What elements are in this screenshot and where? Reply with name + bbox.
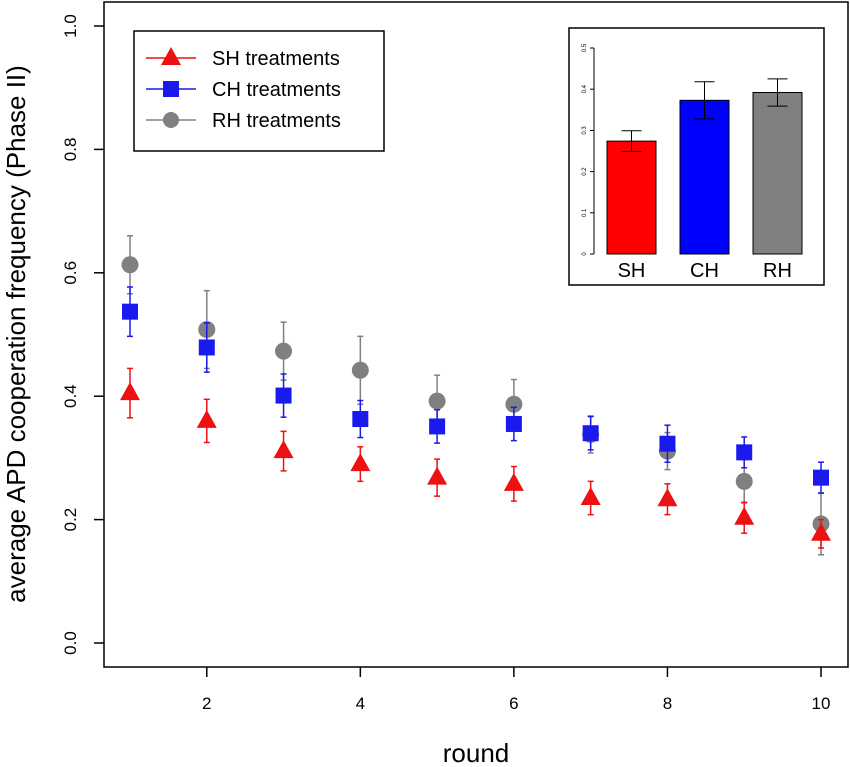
- legend-marker-rh: [163, 112, 179, 128]
- data-point: [736, 444, 753, 461]
- inset-y-tick-label: 0.3: [582, 126, 588, 135]
- data-point: [198, 339, 215, 356]
- legend-marker-ch: [163, 81, 179, 97]
- plot-frame: [103, 1, 849, 668]
- y-tick-label: 0.2: [61, 508, 80, 532]
- legend-label-rh: RH treatments: [212, 110, 341, 132]
- data-point: [428, 392, 446, 410]
- data-point: [121, 256, 139, 274]
- data-point: [659, 435, 676, 452]
- inset-bar: [679, 99, 730, 255]
- data-point: [275, 342, 293, 360]
- inset-category-label: CH: [690, 260, 719, 282]
- y-tick-label: 1.0: [61, 14, 80, 38]
- inset-y-tick-label: 0.4: [582, 84, 588, 93]
- data-point: [657, 488, 678, 507]
- inset-category-label: SH: [618, 260, 646, 282]
- x-tick-label: 2: [202, 694, 211, 713]
- y-axis-title: average APD cooperation frequency (Phase…: [1, 65, 31, 603]
- x-tick-label: 6: [509, 694, 518, 713]
- inset-bars: 0 0.1 0.2 0.3 0.4 0.5 SH CH RH: [582, 43, 803, 282]
- legend: SH treatments CH treatments RH treatment…: [133, 30, 385, 152]
- inset-y-tick-label: 0: [582, 252, 588, 256]
- inset-chart: 0 0.1 0.2 0.3 0.4 0.5 SH CH RH: [568, 27, 825, 286]
- data-point: [813, 469, 829, 486]
- data-point: [273, 440, 294, 459]
- data-point: [503, 472, 524, 491]
- data-point: [122, 303, 138, 320]
- inset-bar: [606, 140, 657, 255]
- data-point: [582, 425, 599, 442]
- y-tick-label: 0.0: [61, 631, 80, 655]
- legend-marker-sh: [161, 47, 181, 65]
- legend-label-sh: SH treatments: [212, 48, 340, 70]
- inset-category-label: RH: [763, 260, 792, 282]
- x-axis-title: round: [443, 738, 510, 767]
- series-layer: [120, 235, 831, 556]
- y-tick-label: 0.8: [61, 138, 80, 162]
- y-tick-label: 0.4: [61, 384, 80, 408]
- data-point: [352, 411, 369, 428]
- inset-y-tick-label: 0.5: [582, 43, 588, 52]
- x-tick-label: 8: [663, 694, 672, 713]
- x-tick-label: 10: [812, 694, 831, 713]
- data-point: [734, 506, 755, 525]
- data-point: [196, 409, 217, 428]
- data-point: [735, 472, 753, 490]
- data-point: [351, 361, 369, 379]
- inset-y-tick-label: 0.1: [582, 208, 588, 217]
- data-point: [429, 418, 446, 435]
- y-tick-label: 0.6: [61, 261, 80, 285]
- data-point: [427, 466, 448, 485]
- data-point: [505, 415, 522, 432]
- legend-label-ch: CH treatments: [212, 79, 341, 101]
- data-point: [275, 387, 292, 404]
- x-tick-label: 4: [356, 694, 365, 713]
- data-point: [120, 382, 140, 401]
- data-point: [505, 395, 523, 413]
- data-point: [580, 487, 601, 506]
- inset-y-tick-label: 0.2: [582, 167, 588, 176]
- inset-bar: [752, 91, 803, 255]
- main-axes: 2 4 6 8 10 0.0 0.2 0.4 0.6 0.8 1.0: [61, 14, 830, 713]
- data-point: [811, 522, 831, 541]
- data-point: [350, 453, 371, 472]
